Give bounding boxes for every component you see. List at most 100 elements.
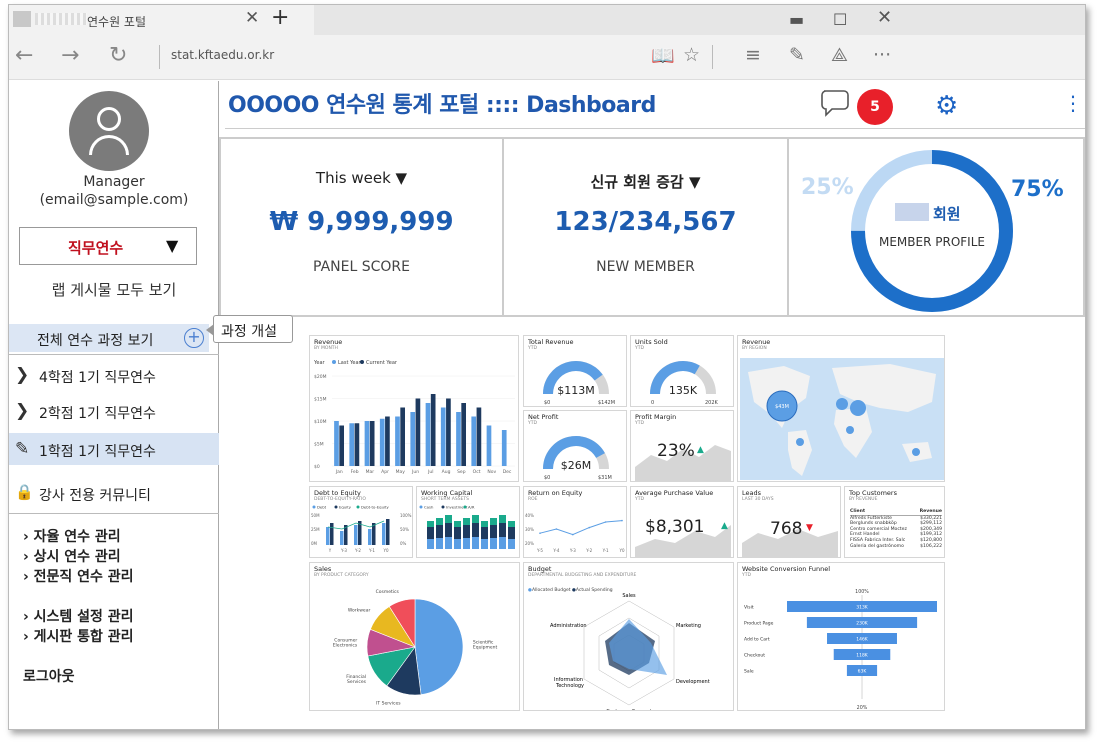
units-sold-card[interactable]: Units Sold YTD 135K 0 202K bbox=[630, 335, 734, 407]
card-title: Working Capital bbox=[421, 489, 473, 497]
favorite-star-icon[interactable]: ☆ bbox=[683, 44, 701, 66]
add-course-icon[interactable]: + bbox=[184, 328, 204, 348]
menu-item[interactable]: › 게시판 통합 관리 bbox=[23, 629, 134, 645]
more-icon[interactable]: ··· bbox=[873, 44, 892, 66]
x-tick-label: Nov bbox=[487, 469, 496, 475]
menu-item[interactable]: › 상시 연수 관리 bbox=[23, 549, 121, 565]
table-header: Client Revenue bbox=[850, 509, 942, 516]
table-row[interactable]: Centro comercial Moctez $200,349 bbox=[850, 527, 942, 533]
budget-card[interactable]: Budget DEPARTMENTAL BUDGETING AND EXPEND… bbox=[523, 562, 734, 711]
roe-card[interactable]: Return on Equity ROE 40% 30% 20% Y-5 Y-4 Y-3 Y… bbox=[523, 486, 627, 558]
leads-sparkline bbox=[742, 529, 838, 557]
bar bbox=[446, 398, 451, 466]
table-row[interactable]: Alfreds Futterkiste $330,221 bbox=[850, 516, 942, 522]
card-title: Net Profit bbox=[528, 413, 559, 421]
revenue-month-card[interactable]: Revenue BY MONTH Year Last Year Current Ye… bbox=[309, 335, 519, 482]
notes-icon[interactable]: ✎ bbox=[789, 44, 805, 66]
settings-gear-icon[interactable]: ⚙ bbox=[935, 91, 959, 121]
total-revenue-card[interactable]: Total Revenue YTD $113M $0 $142M bbox=[523, 335, 627, 407]
menu-item[interactable]: › 자율 연수 관리 bbox=[23, 529, 121, 545]
minimize-icon[interactable]: ▬ bbox=[789, 10, 805, 29]
region-bubble[interactable] bbox=[846, 426, 854, 434]
course-type-select[interactable]: 직무연수 ▼ bbox=[19, 227, 197, 265]
hub-icon[interactable]: ≡ bbox=[745, 44, 761, 66]
funnel-stage-label: Product Page bbox=[744, 621, 774, 627]
x-tick-label: Y0 bbox=[383, 548, 389, 553]
course-label: 강사 전용 커뮤니티 bbox=[39, 488, 151, 504]
share-icon[interactable]: ⟁ bbox=[831, 44, 848, 66]
card-title: Sales bbox=[314, 565, 332, 573]
x-tick-label: Y-5 bbox=[536, 548, 543, 553]
top-customers-card[interactable]: Top Customers BY REVENUE Client Revenue … bbox=[844, 486, 945, 558]
legend-label: Current Year bbox=[366, 360, 398, 366]
reading-view-icon[interactable]: 📖 bbox=[651, 45, 675, 67]
new-tab-icon[interactable]: + bbox=[271, 5, 290, 30]
bar bbox=[330, 523, 334, 545]
course-item[interactable]: ❯ 2학점 1기 직무연수 bbox=[9, 395, 219, 427]
down-arrow-icon: ▼ bbox=[806, 523, 813, 533]
data-point bbox=[572, 533, 574, 536]
conversion-funnel-chart: 100% 313K Visit 230K Product Page 146K Add to … bbox=[744, 589, 937, 710]
view-all-posts-link[interactable]: 랩 게시물 모두 보기 bbox=[51, 281, 177, 299]
course-item-selected[interactable]: ✎ 1학점 1기 직무연수 bbox=[9, 433, 219, 465]
header-revenue: Revenue bbox=[919, 509, 942, 514]
close-window-icon[interactable]: ✕ bbox=[877, 7, 893, 28]
profile-caption: MEMBER PROFILE bbox=[879, 235, 985, 249]
member-filter[interactable]: 신규 회원 증감 ▼ bbox=[590, 173, 701, 191]
y-tick-label: 30% bbox=[525, 527, 534, 532]
funnel-bar bbox=[787, 601, 937, 612]
legend-dot bbox=[356, 505, 360, 509]
menu-item[interactable]: › 전문직 연수 관리 bbox=[23, 569, 134, 585]
all-courses-item[interactable]: 전체 연수 과정 보기 + bbox=[9, 324, 209, 352]
profit-margin-card[interactable]: Profit Margin YTD 23% ▲ bbox=[630, 410, 734, 482]
card-subtitle: ROE bbox=[528, 497, 538, 502]
back-icon[interactable]: ← bbox=[15, 43, 34, 68]
table-row[interactable]: Berglunds snabbköp $299,112 bbox=[850, 521, 942, 527]
notification-badge[interactable]: 5 bbox=[857, 89, 893, 125]
net-profit-card[interactable]: Net Profit YTD $26M $0 $31M bbox=[523, 410, 627, 482]
maximize-icon[interactable]: ☐ bbox=[833, 10, 848, 29]
stacked-bar-segment bbox=[463, 538, 470, 549]
region-bubble[interactable] bbox=[850, 400, 866, 416]
region-bubble[interactable] bbox=[766, 390, 798, 422]
forward-icon[interactable]: → bbox=[61, 43, 80, 68]
bar bbox=[400, 407, 406, 466]
funnel-card[interactable]: Website Conversion Funnel YTD 100% 313K Vi… bbox=[737, 562, 945, 711]
refresh-icon[interactable]: ↻ bbox=[109, 43, 128, 68]
chat-icon[interactable] bbox=[820, 87, 856, 119]
funnel-value: 118K bbox=[856, 653, 869, 659]
avatar[interactable] bbox=[69, 91, 149, 171]
kebab-menu-icon[interactable]: ⋮ bbox=[1063, 91, 1083, 115]
working-capital-card[interactable]: Working Capital SHORT TERM ASSETS Cash In… bbox=[416, 486, 520, 558]
card-subtitle: YTD bbox=[528, 346, 537, 351]
menu-item[interactable]: › 시스템 설정 관리 bbox=[23, 609, 134, 625]
url-field[interactable]: stat.kftaedu.or.kr bbox=[171, 48, 275, 62]
table-row[interactable]: FISSA Fabrica Inter. Salc $120,800 bbox=[850, 538, 942, 544]
close-tab-icon[interactable]: ✕ bbox=[245, 8, 260, 28]
avg-purchase-card[interactable]: Average Purchase Value YTD $8,301 ▲ bbox=[630, 486, 734, 558]
table-row[interactable]: Ernst Handel $199,312 bbox=[850, 532, 942, 538]
debt-equity-card[interactable]: Debt to Equity DEBT-TO-EQUITY-RATIO Debt… bbox=[309, 486, 413, 558]
gauge-max: $31M bbox=[598, 475, 612, 481]
profit-margin-sparkline bbox=[635, 445, 731, 481]
sales-card[interactable]: Sales BY PRODUCT CATEGORY Scientific Equi… bbox=[309, 562, 520, 711]
stacked-bar-segment bbox=[427, 527, 434, 539]
revenue-region-card[interactable]: Revenue BY REGION $43M bbox=[737, 335, 945, 482]
leads-card[interactable]: Leads LAST 30 DAYS 768 ▼ bbox=[737, 486, 841, 558]
browser-tab[interactable]: 연수원 포털 ✕ + bbox=[9, 5, 314, 35]
region-bubble[interactable] bbox=[836, 398, 848, 410]
week-filter[interactable]: This week ▼ bbox=[315, 169, 408, 187]
menu-group-training: › 자율 연수 관리 › 상시 연수 관리 › 전문직 연수 관리 bbox=[23, 527, 134, 587]
course-item[interactable]: ❯ 4학점 1기 직무연수 bbox=[9, 359, 219, 391]
region-bubble[interactable] bbox=[796, 438, 804, 446]
course-item[interactable]: 🔒 강사 전용 커뮤니티 bbox=[9, 477, 219, 509]
tab-bar: 연수원 포털 ✕ + ▬ ☐ ✕ bbox=[9, 5, 1085, 35]
slice-label: Equipment bbox=[473, 644, 498, 650]
logout-link[interactable]: 로그아웃 bbox=[23, 669, 75, 685]
browser-window: 연수원 포털 ✕ + ▬ ☐ ✕ ← → ↻ stat.kftaedu.or.k… bbox=[8, 4, 1086, 730]
card-title: Profit Margin bbox=[635, 413, 677, 421]
stacked-bar-segment bbox=[499, 515, 506, 523]
table-row[interactable]: Galeria del gastrónomo $106,222 bbox=[850, 544, 942, 550]
x-tick-label: Y-3 bbox=[569, 548, 576, 553]
region-bubble[interactable] bbox=[912, 448, 920, 456]
